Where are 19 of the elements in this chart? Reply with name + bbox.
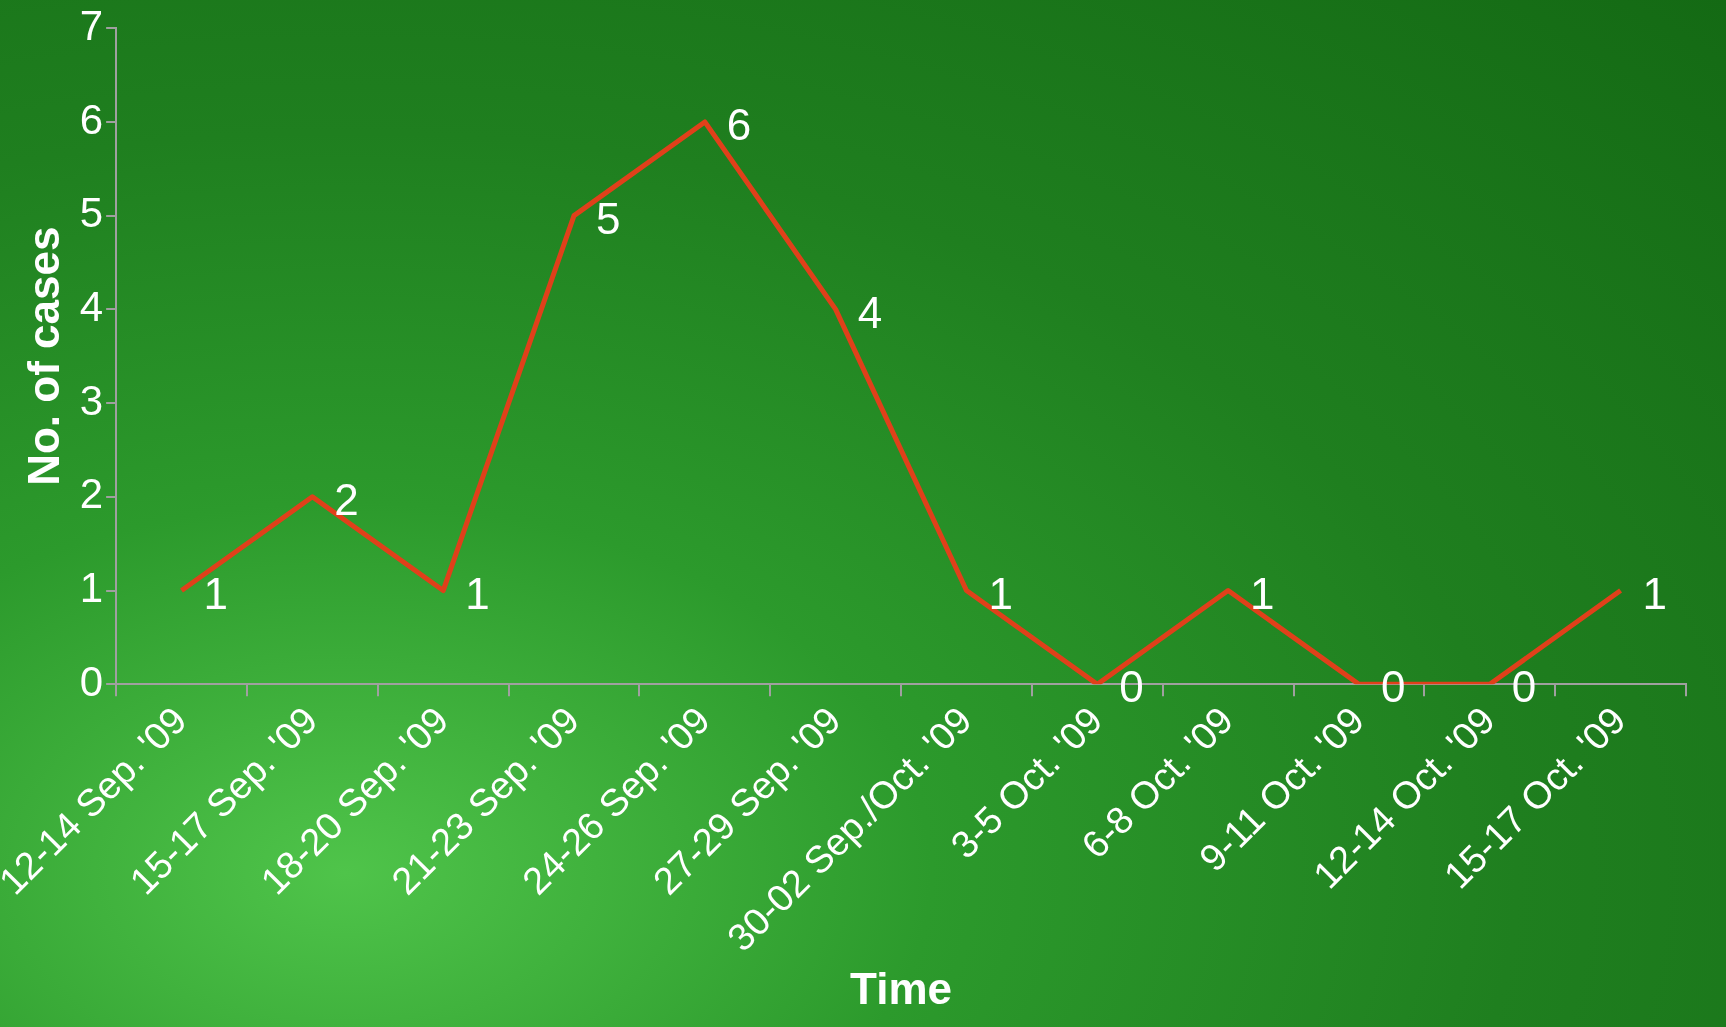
data-label: 4 [857,287,883,337]
y-tick-label: 2 [79,470,104,518]
data-label: 1 [988,568,1013,618]
y-tick-label: 6 [79,95,104,143]
data-label: 1 [1250,568,1275,618]
data-label: 1 [1642,568,1668,618]
data-label: 2 [334,474,359,524]
data-label: 1 [203,568,229,618]
data-label: 6 [726,100,752,150]
x-axis-title: Time [850,963,953,1013]
y-tick-label: 0 [79,657,104,705]
y-axis-title: No. of cases [18,226,68,486]
data-label: 1 [465,568,490,618]
y-tick-label: 5 [79,189,104,237]
y-tick-label: 4 [79,282,104,330]
y-tick-label: 3 [79,376,104,424]
data-label: 5 [596,193,621,243]
y-tick-label: 7 [79,1,104,49]
y-tick-label: 1 [79,564,104,612]
